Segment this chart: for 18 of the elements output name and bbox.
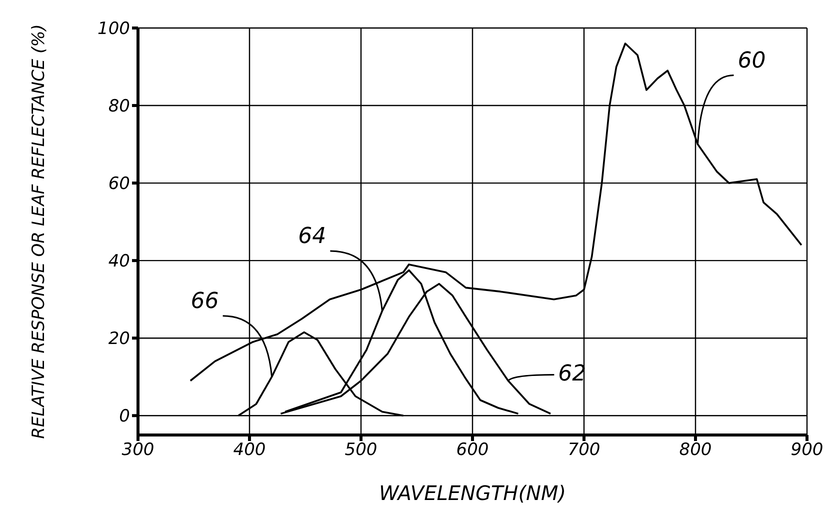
y-tick-label: 20 [108, 329, 130, 350]
x-tick-label: 700 [568, 440, 600, 460]
x-tick-label: 800 [679, 440, 712, 460]
y-tick-label: 60 [108, 174, 130, 194]
x-tick-label: 500 [344, 440, 378, 460]
x-tick-label: 600 [456, 440, 489, 460]
x-tick-label: 400 [233, 440, 266, 460]
x-tick-label: 300 [122, 440, 154, 460]
y-tick-label: 100 [98, 19, 130, 40]
annotation: 64 [298, 224, 326, 249]
y-tick-label: 40 [108, 252, 130, 272]
x-tick-label: 900 [790, 440, 824, 460]
y-tick-label: 80 [108, 96, 130, 117]
y-tick-label: 0 [119, 406, 130, 427]
x-axis-title: WAVELENGTH(NM) [378, 481, 566, 505]
annotation: 66 [190, 288, 219, 314]
y-axis-title: RELATIVE RESPONSE OR LEAF REFLECTANCE (%) [29, 24, 50, 439]
annotation: 60 [738, 48, 766, 74]
